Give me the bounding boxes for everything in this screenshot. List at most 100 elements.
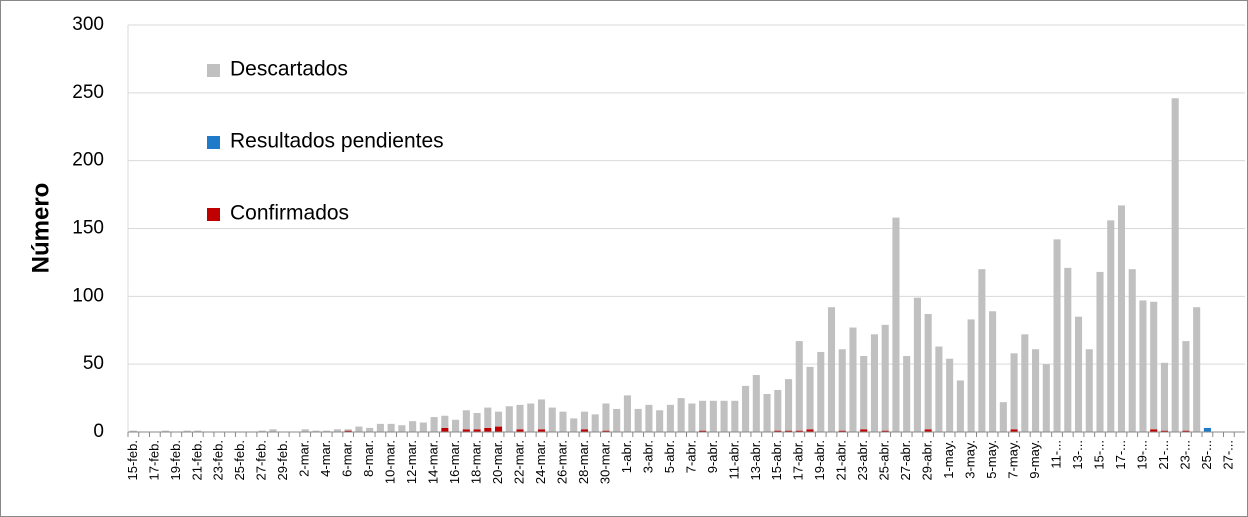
y-tick-label: 50 xyxy=(83,353,104,374)
bar-segment xyxy=(580,411,589,430)
bar-segment xyxy=(1203,427,1211,432)
bar-segment xyxy=(602,430,610,432)
bar-segment xyxy=(548,407,556,432)
x-tick-label: 2-mar. xyxy=(297,440,312,477)
x-tick-label: 27-... xyxy=(1220,440,1235,470)
legend-swatch xyxy=(207,136,220,149)
bar-segment xyxy=(462,410,470,430)
bar-segment xyxy=(806,429,814,432)
bar-segment xyxy=(419,422,427,432)
bar-segment xyxy=(344,429,352,431)
bar-segment xyxy=(892,217,900,432)
bar-segment xyxy=(795,430,803,432)
bar-segment xyxy=(537,429,546,432)
bar-segment xyxy=(1160,362,1168,431)
x-tick-label: 23-abr. xyxy=(855,440,870,480)
bar-segment xyxy=(1010,353,1018,430)
x-tick-label: 18-mar. xyxy=(469,440,484,484)
bar-segment xyxy=(860,429,868,432)
x-tick-label: 19-feb. xyxy=(168,440,183,480)
x-tick-label: 29-feb. xyxy=(275,440,290,480)
x-tick-label: 11-... xyxy=(1048,440,1063,469)
bar-segment xyxy=(967,319,975,432)
bar-segment xyxy=(333,429,341,432)
x-tick-label: 1-may. xyxy=(941,440,956,479)
x-tick-label: 22-mar. xyxy=(511,440,526,484)
bar-segment xyxy=(1096,271,1104,432)
bar-segment xyxy=(441,415,449,428)
x-tick-label: 3-may. xyxy=(963,440,978,479)
bar-segment xyxy=(1053,239,1061,432)
y-tick-label: 100 xyxy=(72,285,104,306)
x-tick-label: 26-mar. xyxy=(554,440,569,484)
x-tick-label: 17-abr. xyxy=(791,440,806,480)
bar-segment xyxy=(1042,364,1050,432)
x-tick-label: 27-abr. xyxy=(898,440,913,480)
x-tick-label: 16-mar. xyxy=(447,440,462,484)
bar-segment xyxy=(924,429,932,432)
x-tick-label: 25-abr. xyxy=(877,440,892,480)
bar-segment xyxy=(1139,300,1147,432)
bar-segment xyxy=(269,429,277,432)
x-tick-label: 3-abr. xyxy=(640,440,655,473)
bar-segment xyxy=(1182,341,1190,431)
bar-segment xyxy=(494,426,503,432)
bar-segment xyxy=(323,430,331,432)
x-tick-label: 4-mar. xyxy=(318,440,333,477)
x-tick-label: 15-abr. xyxy=(769,440,784,480)
legend-label: Descartados xyxy=(230,58,348,81)
bar-segment xyxy=(774,389,782,431)
x-tick-label: 21-abr. xyxy=(834,440,849,480)
bar-segment xyxy=(795,341,803,431)
bar-segment xyxy=(752,375,760,432)
bar-segment xyxy=(989,311,997,432)
bar-segment xyxy=(806,366,814,430)
bar-segment xyxy=(537,399,546,430)
bar-segment xyxy=(591,414,599,432)
bar-segment xyxy=(1150,429,1158,432)
x-tick-label: 17-... xyxy=(1113,440,1128,470)
bar-segment xyxy=(194,430,202,432)
legend-label: Confirmados xyxy=(230,202,349,225)
bar-segment xyxy=(935,346,943,432)
bar-segment xyxy=(602,403,610,431)
bar-segment xyxy=(1150,301,1158,430)
x-tick-label: 29-abr. xyxy=(920,440,935,480)
bar-segment xyxy=(494,411,503,427)
y-tick-label: 0 xyxy=(93,421,104,442)
bar-segment xyxy=(956,380,964,432)
bar-segment xyxy=(183,430,191,432)
bar-segment xyxy=(1193,307,1201,432)
x-tick-label: 23-... xyxy=(1177,440,1192,470)
bar-segment xyxy=(924,313,932,430)
bar-segment xyxy=(978,269,986,432)
x-tick-label: 9-may. xyxy=(1027,440,1042,479)
bar-segment xyxy=(881,430,889,432)
bar-segment xyxy=(516,404,524,430)
bar-segment xyxy=(473,429,481,432)
bar-segment xyxy=(645,404,653,432)
legend-label: Resultados pendientes xyxy=(230,130,444,153)
bar-segment xyxy=(484,407,492,428)
x-tick-label: 7-may. xyxy=(1006,440,1021,479)
bar-segment xyxy=(881,324,889,431)
x-tick-label: 6-mar. xyxy=(340,440,355,477)
bar-segment xyxy=(870,334,879,432)
bar-segment xyxy=(709,400,717,432)
bar-segment xyxy=(1010,429,1018,432)
x-tick-label: 1-abr. xyxy=(619,440,634,473)
bar-segment xyxy=(656,410,664,432)
bar-segment xyxy=(784,379,793,431)
bar-segment xyxy=(838,349,846,431)
bar-segment xyxy=(1128,269,1136,432)
x-tick-label: 13-abr. xyxy=(748,440,763,480)
bar-segment xyxy=(1074,316,1083,432)
bar-segment xyxy=(742,385,750,432)
x-tick-label: 27-feb. xyxy=(254,440,269,480)
bar-segment xyxy=(849,327,857,432)
bar-segment xyxy=(763,394,771,432)
bar-segment xyxy=(1182,430,1190,432)
x-tick-label: 25-... xyxy=(1199,440,1214,470)
bar-segment xyxy=(366,427,374,432)
bar-segment xyxy=(355,426,363,432)
